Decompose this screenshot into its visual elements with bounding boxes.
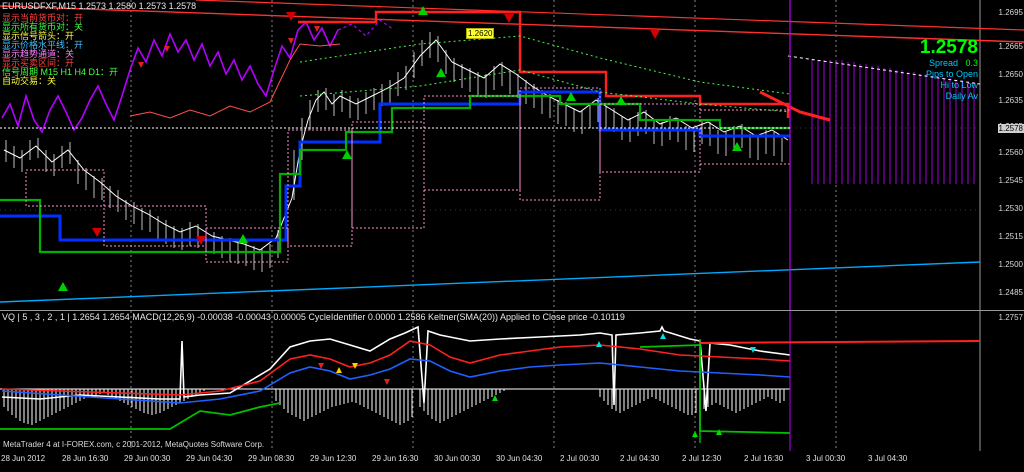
buy-arrow-small-icon <box>692 431 698 437</box>
current-price-box: 1.2578 <box>997 124 1024 133</box>
buy-arrow-icon <box>238 234 248 243</box>
date-axis[interactable]: 28 Jun 2012 28 Jun 16:30 29 Jun 00:30 29… <box>0 451 1024 472</box>
date-tick: 28 Jun 16:30 <box>62 454 109 463</box>
quote-row-daily-av: Daily Av <box>945 91 978 101</box>
sell-arrow-icon <box>92 228 102 237</box>
sell-arrow-small-icon <box>384 379 390 385</box>
header-line-2: 显示信号箭头：开 <box>2 31 75 41</box>
quote-row-spread-label: Spread <box>928 58 958 68</box>
cycle-down-arrow-icon <box>750 347 756 353</box>
chart-price-tag: 1.2620 <box>466 28 495 39</box>
date-tick: 29 Jun 04:30 <box>186 454 233 463</box>
price-tick: 1.2635 <box>998 96 1023 105</box>
date-tick: 28 Jun 2012 <box>1 454 46 463</box>
date-tick: 2 Jul 16:30 <box>744 454 784 463</box>
price-tick: 1.2650 <box>998 70 1023 79</box>
buy-arrow-icon <box>418 6 428 15</box>
subwindow-indicator-label: VQ | 5 , 3 , 2 , 1 | 1.2654 1.2654 MACD(… <box>2 312 625 322</box>
main-chart-pane[interactable]: EURUSDFXF,M15 1.2573 1.2580 1.2573 1.257… <box>0 0 1024 311</box>
cycle-up-arrow-icon <box>660 333 666 339</box>
quote-row-hi-to-low: Hi to Low <box>940 80 978 90</box>
date-tick: 2 Jul 00:30 <box>560 454 600 463</box>
header-line-4: 显示趋势通道：关 <box>2 49 75 59</box>
quote-row-spread-value: 0.3 <box>965 58 978 68</box>
quote-row-pips-to-open: Pips to Open <box>925 69 978 79</box>
buy-arrow-icon <box>732 142 742 151</box>
price-tick: 1.2695 <box>998 8 1023 17</box>
buy-arrow-icon <box>616 96 626 105</box>
price-tick: 1.2665 <box>998 42 1023 51</box>
price-tick: 1.2545 <box>998 176 1023 185</box>
sell-arrow-small-icon <box>314 26 320 32</box>
sell-arrow-small-icon <box>164 46 170 52</box>
indicator-scale-tick: 1.2757 <box>998 313 1023 322</box>
sell-arrow-icon <box>650 30 660 39</box>
sell-arrow-icon <box>196 236 206 245</box>
indicator-canvas <box>0 311 981 451</box>
date-tick: 30 Jun 04:30 <box>496 454 543 463</box>
date-tick: 29 Jun 16:30 <box>372 454 419 463</box>
price-tick: 1.2560 <box>998 148 1023 157</box>
buy-arrow-icon <box>58 282 68 291</box>
header-line-1: 显示所有货币对：关 <box>2 22 84 32</box>
buy-arrow-icon <box>436 68 446 77</box>
date-tick: 29 Jun 00:30 <box>124 454 171 463</box>
quote-row-spread: Spread 0.3 <box>920 58 978 69</box>
price-tick: 1.2530 <box>998 204 1023 213</box>
watermark-text: MetaTrader 4 at I-FOREX.com, c 2001-2012… <box>3 440 265 449</box>
buy-arrow-yellow-icon <box>336 367 342 373</box>
date-tick: 3 Jul 04:30 <box>868 454 908 463</box>
sell-arrow-icon <box>286 12 296 21</box>
sell-arrow-yellow-icon <box>352 363 358 369</box>
buy-arrow-small-icon <box>716 429 722 435</box>
indicator-subwindow-pane[interactable]: VQ | 5 , 3 , 2 , 1 | 1.2654 1.2654 MACD(… <box>0 311 1024 451</box>
date-tick: 2 Jul 04:30 <box>620 454 660 463</box>
date-tick: 3 Jul 00:30 <box>806 454 846 463</box>
price-tick: 1.2485 <box>998 288 1023 297</box>
date-tick: 29 Jun 12:30 <box>310 454 357 463</box>
sell-arrow-small-icon <box>288 38 294 44</box>
price-tick: 1.2500 <box>998 260 1023 269</box>
cycle-up-arrow-icon <box>596 341 602 347</box>
header-line-7: 自动交易：关 <box>2 76 57 86</box>
date-tick: 2 Jul 12:30 <box>682 454 722 463</box>
main-chart-canvas <box>0 0 1024 310</box>
chart-symbol-label: EURUSDFXF,M15 1.2573 1.2580 1.2573 1.257… <box>2 1 197 11</box>
date-tick: 30 Jun 00:30 <box>434 454 481 463</box>
buy-arrow-icon <box>342 150 352 159</box>
sell-arrow-small-icon <box>318 363 324 369</box>
header-line-6: 信号周期 M15 H1 H4 D1：开 <box>2 67 119 77</box>
header-line-5: 显示买卖区间：开 <box>2 58 75 68</box>
quote-price: 1.2578 <box>919 37 978 58</box>
price-tick: 1.2515 <box>998 232 1023 241</box>
sell-arrow-icon <box>504 14 514 23</box>
quote-panel: 1.2578 Spread 0.3 Pips to Open Hi to Low… <box>920 38 978 102</box>
date-tick: 29 Jun 08:30 <box>248 454 295 463</box>
buy-arrow-small-icon <box>492 395 498 401</box>
header-line-3: 显示价格水平线：开 <box>2 40 84 50</box>
sell-arrow-small-icon <box>138 62 144 68</box>
buy-arrow-icon <box>566 92 576 101</box>
header-line-0: 显示当前货币对：开 <box>2 13 84 23</box>
